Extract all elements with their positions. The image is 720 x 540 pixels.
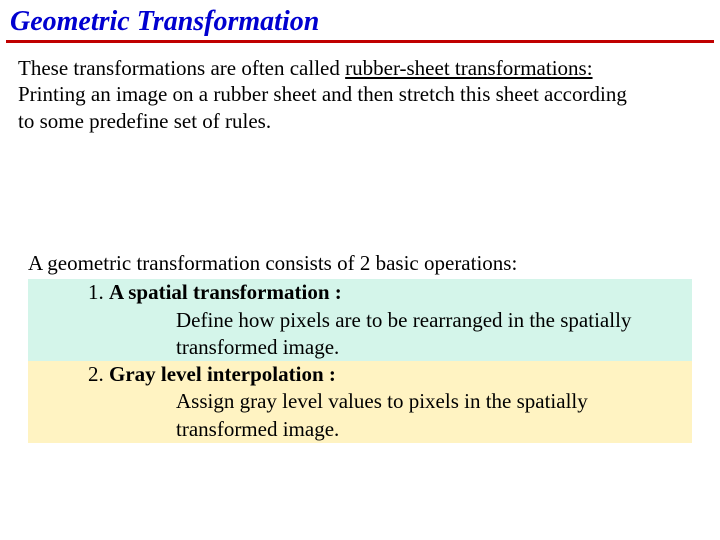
slide: Geometric Transformation These transform… — [0, 0, 720, 540]
op2-title: Gray level interpolation : — [109, 362, 336, 386]
operation-1-head: 1. A spatial transformation : — [88, 279, 692, 306]
op1-desc-line2: transformed image. — [88, 334, 692, 361]
op1-title: A spatial transformation : — [109, 280, 342, 304]
slide-title: Geometric Transformation — [0, 0, 720, 40]
op2-desc-line1: Assign gray level values to pixels in th… — [88, 388, 692, 415]
operations-block: A geometric transformation consists of 2… — [28, 250, 692, 443]
op1-desc-line1: Define how pixels are to be rearranged i… — [88, 307, 692, 334]
operations-lead: A geometric transformation consists of 2… — [28, 250, 692, 279]
operation-2-head: 2. Gray level interpolation : — [88, 361, 692, 388]
op2-desc-line2: transformed image. — [88, 416, 692, 443]
operation-1: 1. A spatial transformation : Define how… — [28, 279, 692, 361]
intro-underlined: rubber-sheet transformations: — [345, 56, 592, 80]
op2-number: 2. — [88, 362, 109, 386]
op1-number: 1. — [88, 280, 109, 304]
intro-text-1: These transformations are often called — [18, 56, 345, 80]
operation-2: 2. Gray level interpolation : Assign gra… — [28, 361, 692, 443]
intro-text-3: to some predefine set of rules. — [18, 109, 271, 133]
intro-text-2: Printing an image on a rubber sheet and … — [18, 82, 627, 106]
intro-paragraph: These transformations are often called r… — [0, 43, 720, 134]
